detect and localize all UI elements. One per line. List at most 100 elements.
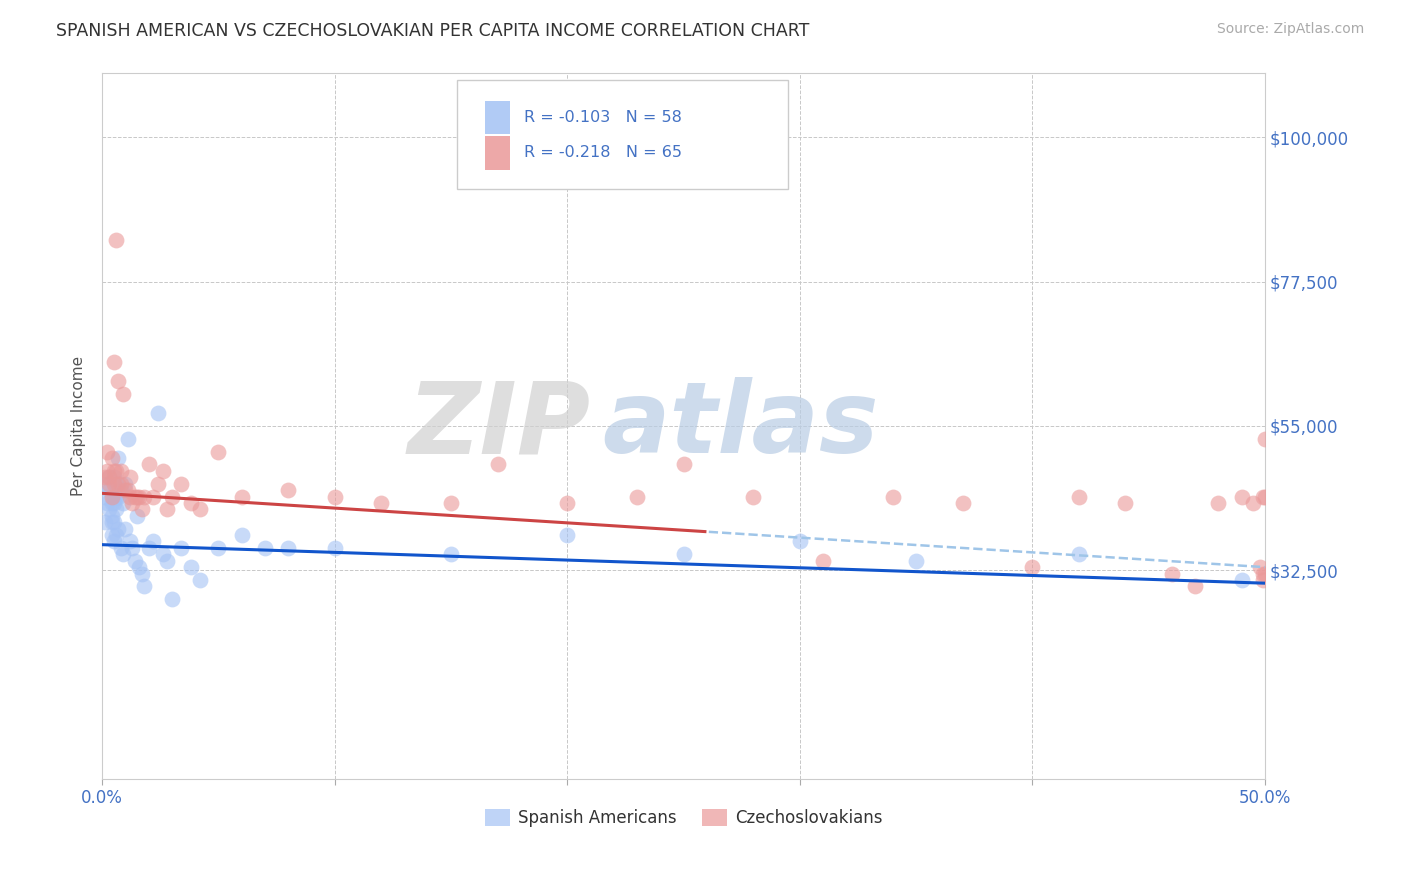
Point	[188, 573, 211, 587]
Point	[110, 541, 132, 555]
Point	[156, 502, 179, 516]
Point	[105, 490, 128, 504]
Point	[180, 496, 202, 510]
Point	[742, 490, 765, 504]
Point	[107, 450, 129, 465]
Point	[277, 541, 299, 555]
Point	[1254, 490, 1277, 504]
Point	[96, 444, 118, 458]
Point	[231, 490, 253, 504]
Point	[1067, 547, 1090, 561]
Point	[103, 470, 125, 484]
Point	[323, 541, 346, 555]
Point	[93, 490, 115, 504]
Point	[100, 508, 122, 523]
Point	[114, 483, 136, 497]
Point	[131, 566, 153, 581]
Point	[100, 496, 122, 510]
Point	[114, 522, 136, 536]
Point	[103, 355, 125, 369]
Point	[112, 387, 135, 401]
Y-axis label: Per Capita Income: Per Capita Income	[72, 356, 86, 496]
Point	[98, 483, 121, 497]
Point	[98, 470, 121, 484]
Point	[128, 560, 150, 574]
Point	[1254, 432, 1277, 446]
Point	[124, 554, 146, 568]
Point	[100, 528, 122, 542]
Point	[905, 554, 928, 568]
FancyBboxPatch shape	[457, 80, 789, 189]
Point	[96, 464, 118, 478]
Point	[253, 541, 276, 555]
Point	[811, 554, 834, 568]
Point	[120, 470, 142, 484]
Point	[93, 470, 115, 484]
Point	[100, 450, 122, 465]
Point	[1021, 560, 1043, 574]
Point	[103, 534, 125, 549]
Point	[120, 534, 142, 549]
Point	[98, 476, 121, 491]
Point	[142, 490, 165, 504]
Point	[121, 496, 143, 510]
Point	[138, 458, 160, 472]
Point	[440, 547, 463, 561]
Point	[170, 541, 193, 555]
Point	[1251, 566, 1274, 581]
Point	[370, 496, 392, 510]
Text: R = -0.103   N = 58: R = -0.103 N = 58	[524, 110, 682, 125]
Point	[105, 476, 128, 491]
Point	[152, 464, 174, 478]
Point	[107, 476, 129, 491]
Legend: Spanish Americans, Czechoslovakians: Spanish Americans, Czechoslovakians	[478, 803, 889, 834]
Point	[107, 522, 129, 536]
Point	[231, 528, 253, 542]
Point	[107, 490, 129, 504]
Point	[152, 547, 174, 561]
Point	[124, 490, 146, 504]
Point	[672, 458, 695, 472]
FancyBboxPatch shape	[485, 136, 510, 169]
Point	[180, 560, 202, 574]
Point	[110, 483, 132, 497]
Point	[103, 476, 125, 491]
Point	[110, 464, 132, 478]
Point	[1251, 573, 1274, 587]
Point	[486, 458, 509, 472]
Point	[170, 476, 193, 491]
Point	[105, 528, 128, 542]
Point	[160, 592, 183, 607]
Point	[626, 490, 648, 504]
Point	[96, 476, 118, 491]
Point	[103, 515, 125, 529]
Point	[1067, 490, 1090, 504]
Point	[555, 496, 578, 510]
Point	[117, 432, 139, 446]
Point	[138, 541, 160, 555]
Point	[100, 490, 122, 504]
Point	[112, 496, 135, 510]
Text: R = -0.218   N = 65: R = -0.218 N = 65	[524, 145, 682, 161]
Text: atlas: atlas	[602, 377, 879, 475]
Text: ZIP: ZIP	[408, 377, 591, 475]
Point	[114, 476, 136, 491]
Point	[110, 476, 132, 491]
Point	[131, 502, 153, 516]
Point	[98, 502, 121, 516]
Point	[105, 464, 128, 478]
Point	[142, 534, 165, 549]
Point	[882, 490, 904, 504]
Point	[440, 496, 463, 510]
Text: SPANISH AMERICAN VS CZECHOSLOVAKIAN PER CAPITA INCOME CORRELATION CHART: SPANISH AMERICAN VS CZECHOSLOVAKIAN PER …	[56, 22, 810, 40]
Point	[127, 508, 149, 523]
Point	[555, 528, 578, 542]
Point	[1114, 496, 1136, 510]
Point	[1254, 566, 1277, 581]
Point	[207, 541, 229, 555]
Point	[672, 547, 695, 561]
Point	[112, 547, 135, 561]
Point	[277, 483, 299, 497]
Point	[120, 490, 142, 504]
Point	[1251, 490, 1274, 504]
